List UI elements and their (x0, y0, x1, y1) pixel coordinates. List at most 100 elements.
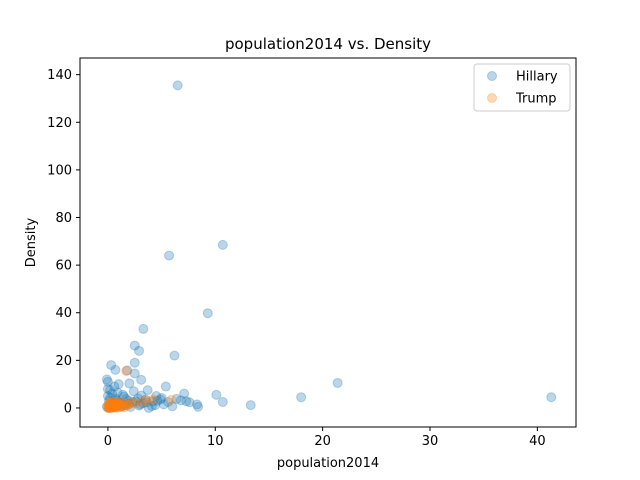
point-trump-4 (106, 402, 117, 413)
point-trump-13 (115, 402, 126, 412)
point-trump-2 (103, 402, 114, 413)
point-hillary-44 (184, 397, 195, 408)
point-trump-34 (166, 394, 177, 405)
point-hillary-37 (111, 395, 122, 406)
point-trump-29 (126, 397, 137, 408)
point-hillary-6 (134, 345, 145, 356)
legend-label-trump: Trump (515, 92, 557, 107)
point-hillary-45 (114, 397, 125, 408)
y-tick-label: 60 (55, 259, 72, 274)
point-hillary-49 (245, 400, 256, 411)
point-hillary-60 (125, 402, 136, 412)
point-trump-42 (110, 400, 121, 411)
point-hillary-70 (102, 391, 113, 402)
point-hillary-58 (109, 402, 120, 413)
point-hillary-50 (192, 399, 203, 410)
y-tick-label: 140 (47, 68, 72, 83)
point-hillary-24 (112, 387, 123, 398)
point-trump-39 (107, 396, 118, 407)
point-trump-0 (121, 366, 132, 377)
point-trump-31 (137, 396, 148, 407)
point-trump-23 (112, 399, 123, 410)
point-trump-19 (107, 402, 118, 412)
point-hillary-78 (150, 400, 161, 411)
point-hillary-1 (164, 250, 175, 261)
point-hillary-16 (102, 376, 113, 387)
point-hillary-51 (193, 401, 204, 412)
y-tick-label: 100 (47, 163, 72, 178)
point-trump-36 (103, 400, 114, 411)
point-hillary-28 (546, 392, 557, 403)
point-hillary-69 (107, 388, 118, 399)
point-hillary-41 (148, 396, 158, 407)
point-trump-28 (124, 399, 135, 410)
point-trump-26 (120, 398, 131, 409)
point-trump-37 (105, 402, 116, 413)
point-hillary-20 (160, 381, 171, 392)
point-hillary-30 (151, 391, 162, 402)
point-hillary-68 (135, 399, 146, 410)
point-trump-35 (102, 401, 113, 412)
point-trump-14 (117, 400, 128, 411)
y-tick-label: 120 (47, 116, 72, 131)
y-tick-label: 40 (55, 306, 72, 321)
point-hillary-38 (123, 395, 134, 406)
chart-title: population2014 vs. Density (225, 35, 431, 53)
point-hillary-15 (101, 374, 112, 385)
point-hillary-76 (124, 398, 135, 409)
point-hillary-0 (172, 80, 183, 91)
point-hillary-75 (175, 395, 186, 406)
point-trump-33 (148, 394, 158, 405)
point-hillary-66 (130, 396, 141, 407)
point-hillary-77 (110, 393, 121, 404)
point-hillary-29 (136, 390, 147, 401)
point-trump-44 (113, 397, 124, 407)
point-trump-41 (109, 399, 120, 410)
point-hillary-27 (296, 392, 307, 403)
point-hillary-73 (141, 397, 152, 408)
y-tick-label: 80 (55, 211, 72, 226)
point-hillary-54 (120, 400, 131, 411)
point-hillary-33 (132, 393, 143, 404)
point-hillary-47 (108, 398, 119, 409)
point-hillary-11 (110, 364, 121, 375)
point-hillary-64 (103, 395, 114, 406)
point-trump-7 (109, 402, 120, 413)
point-hillary-65 (121, 393, 132, 404)
y-tick-label: 20 (55, 354, 72, 369)
point-trump-8 (110, 399, 121, 410)
point-hillary-36 (155, 394, 166, 405)
point-trump-22 (110, 402, 121, 413)
point-hillary-2 (217, 239, 228, 250)
point-trump-16 (104, 398, 115, 409)
y-tick-label: 0 (64, 401, 72, 416)
point-trump-20 (108, 397, 119, 408)
x-tick-label: 20 (314, 434, 331, 449)
x-tick-label: 40 (529, 434, 546, 449)
x-axis-label: population2014 (277, 456, 379, 471)
point-hillary-59 (116, 401, 127, 412)
point-hillary-12 (129, 368, 140, 379)
point-hillary-10 (106, 360, 117, 371)
point-hillary-53 (134, 400, 145, 411)
point-trump-6 (108, 400, 119, 411)
point-trump-25 (119, 402, 130, 413)
point-hillary-14 (136, 374, 147, 385)
point-trump-17 (105, 397, 116, 408)
point-hillary-9 (129, 357, 140, 368)
point-trump-1 (102, 402, 113, 413)
point-hillary-23 (128, 386, 139, 397)
point-hillary-31 (119, 391, 130, 402)
point-trump-11 (113, 400, 124, 411)
point-hillary-21 (102, 383, 113, 394)
point-hillary-17 (113, 379, 124, 390)
point-hillary-7 (169, 350, 180, 361)
point-trump-18 (106, 402, 117, 413)
point-trump-32 (141, 395, 152, 406)
point-hillary-46 (138, 398, 149, 409)
point-hillary-74 (156, 392, 167, 403)
point-hillary-8 (332, 377, 343, 388)
point-hillary-48 (158, 399, 169, 410)
point-hillary-62 (167, 401, 178, 412)
point-trump-24 (116, 397, 127, 408)
